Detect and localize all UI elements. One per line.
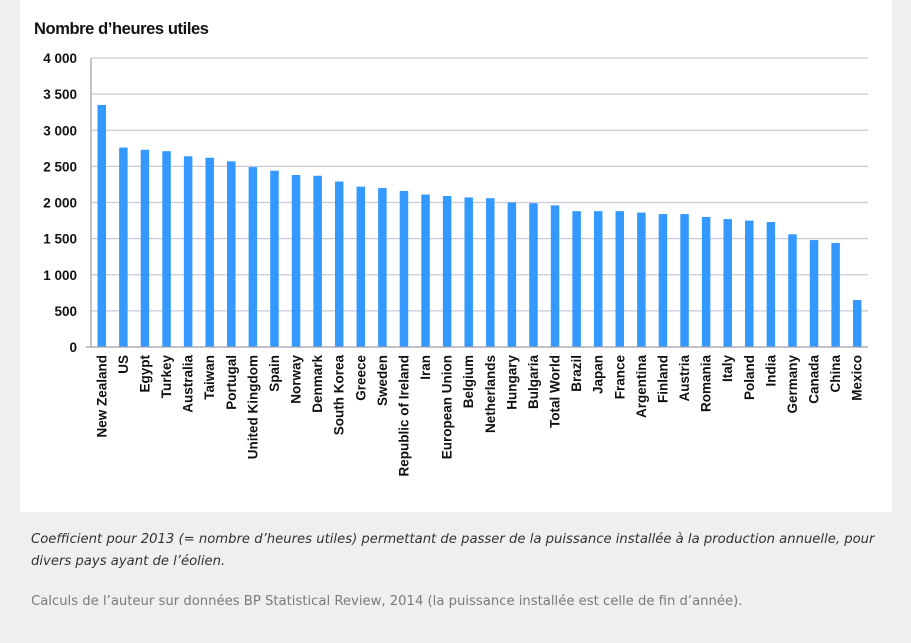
x-axis-tick-labels: New Zealand US Egypt Turkey Australia Taiwan P… [94,355,864,477]
bar [313,175,322,347]
bar [442,195,452,347]
y-tick-label: 3 000 [43,123,77,138]
y-tick-label: 500 [54,304,77,319]
bar [334,181,344,347]
x-tick-label: United Kingdom [245,355,260,459]
x-tick-label: Egypt [137,355,152,393]
bar [658,214,668,347]
bar [529,203,538,347]
bar [227,161,236,347]
x-tick-label: China [828,355,843,393]
bar [464,197,473,347]
bar [701,216,711,347]
x-tick-label: Germany [785,355,800,414]
gridlines [91,57,868,312]
chart-panel: Nombre d’heures utiles 0 500 1 000 1 500 2 0… [20,0,892,512]
x-tick-label: Canada [807,355,822,404]
bar-chart: Nombre d’heures utiles 0 500 1 000 1 500 2 0… [34,20,868,477]
y-tick-label: 4 000 [43,51,77,66]
x-tick-label: Iran [418,355,433,380]
x-tick-label: Austria [677,355,692,402]
x-tick-label: European Union [440,355,455,459]
bar [97,104,107,348]
x-tick-label: Norway [289,355,304,404]
x-tick-label: Republic of Ireland [396,355,411,477]
y-tick-label: 2 000 [43,196,77,211]
y-tick-label: 3 500 [43,87,77,102]
bar [248,167,258,347]
y-tick-label: 1 000 [43,268,77,283]
x-tick-label: Finland [655,355,670,403]
y-tick-label: 0 [69,340,77,355]
x-tick-label: Poland [742,355,757,400]
x-tick-label: Belgium [461,355,476,408]
x-tick-label: Romania [699,355,714,413]
x-tick-label: Mexico [850,355,865,401]
x-tick-label: Hungary [504,355,519,410]
x-tick-label: Sweden [375,355,390,406]
bar [140,149,150,347]
chart-title: Nombre d’heures utiles [34,20,209,38]
bar [205,157,214,347]
bar [745,220,754,347]
bar [637,212,646,347]
x-tick-label: US [116,355,131,374]
bar [572,211,581,347]
bar [378,188,387,347]
x-tick-label: Argentina [634,355,649,418]
bar [852,300,862,347]
x-tick-label: Total World [548,355,563,428]
figure-source: Calculs de l’auteur sur données BP Stati… [31,594,743,609]
x-tick-label: South Korea [332,355,347,436]
x-tick-label: Turkey [159,355,174,399]
bar [421,194,430,347]
bar [723,219,732,347]
x-tick-label: Japan [591,355,606,394]
bar [356,186,366,347]
figure-caption: Coefficient pour 2013 (= nombre d’heures… [31,532,875,569]
bar [593,211,603,347]
x-tick-label: Australia [181,355,196,413]
bar [680,214,689,347]
bar [507,202,517,347]
bar [162,151,171,347]
bar [270,170,279,347]
axes [86,58,868,348]
bar [788,234,797,347]
bar [399,190,409,347]
bar [831,242,840,347]
bar [766,222,776,347]
x-tick-label: Denmark [310,355,325,413]
x-tick-label: Italy [720,355,735,383]
x-tick-label: Bulgaria [526,355,541,410]
x-tick-label: France [612,355,627,400]
x-tick-label: Portugal [224,355,239,410]
x-tick-label: India [763,355,778,387]
bar [809,240,819,347]
x-tick-label: Brazil [569,355,584,392]
x-tick-label: Taiwan [202,355,217,400]
bar [486,198,495,347]
x-tick-label: Netherlands [483,355,498,433]
x-tick-label: New Zealand [94,355,109,438]
bars [97,104,862,348]
bar [183,156,193,347]
bar [615,211,625,347]
bar [291,175,301,347]
bar [119,147,128,347]
y-axis-tick-labels: 0 500 1 000 1 500 2 000 2 500 3 000 3 500 4 000 [43,51,77,355]
bar [550,205,560,347]
x-tick-label: Greece [353,355,368,401]
y-tick-label: 2 500 [43,159,77,174]
x-tick-label: Spain [267,355,282,392]
y-tick-label: 1 500 [43,232,77,247]
